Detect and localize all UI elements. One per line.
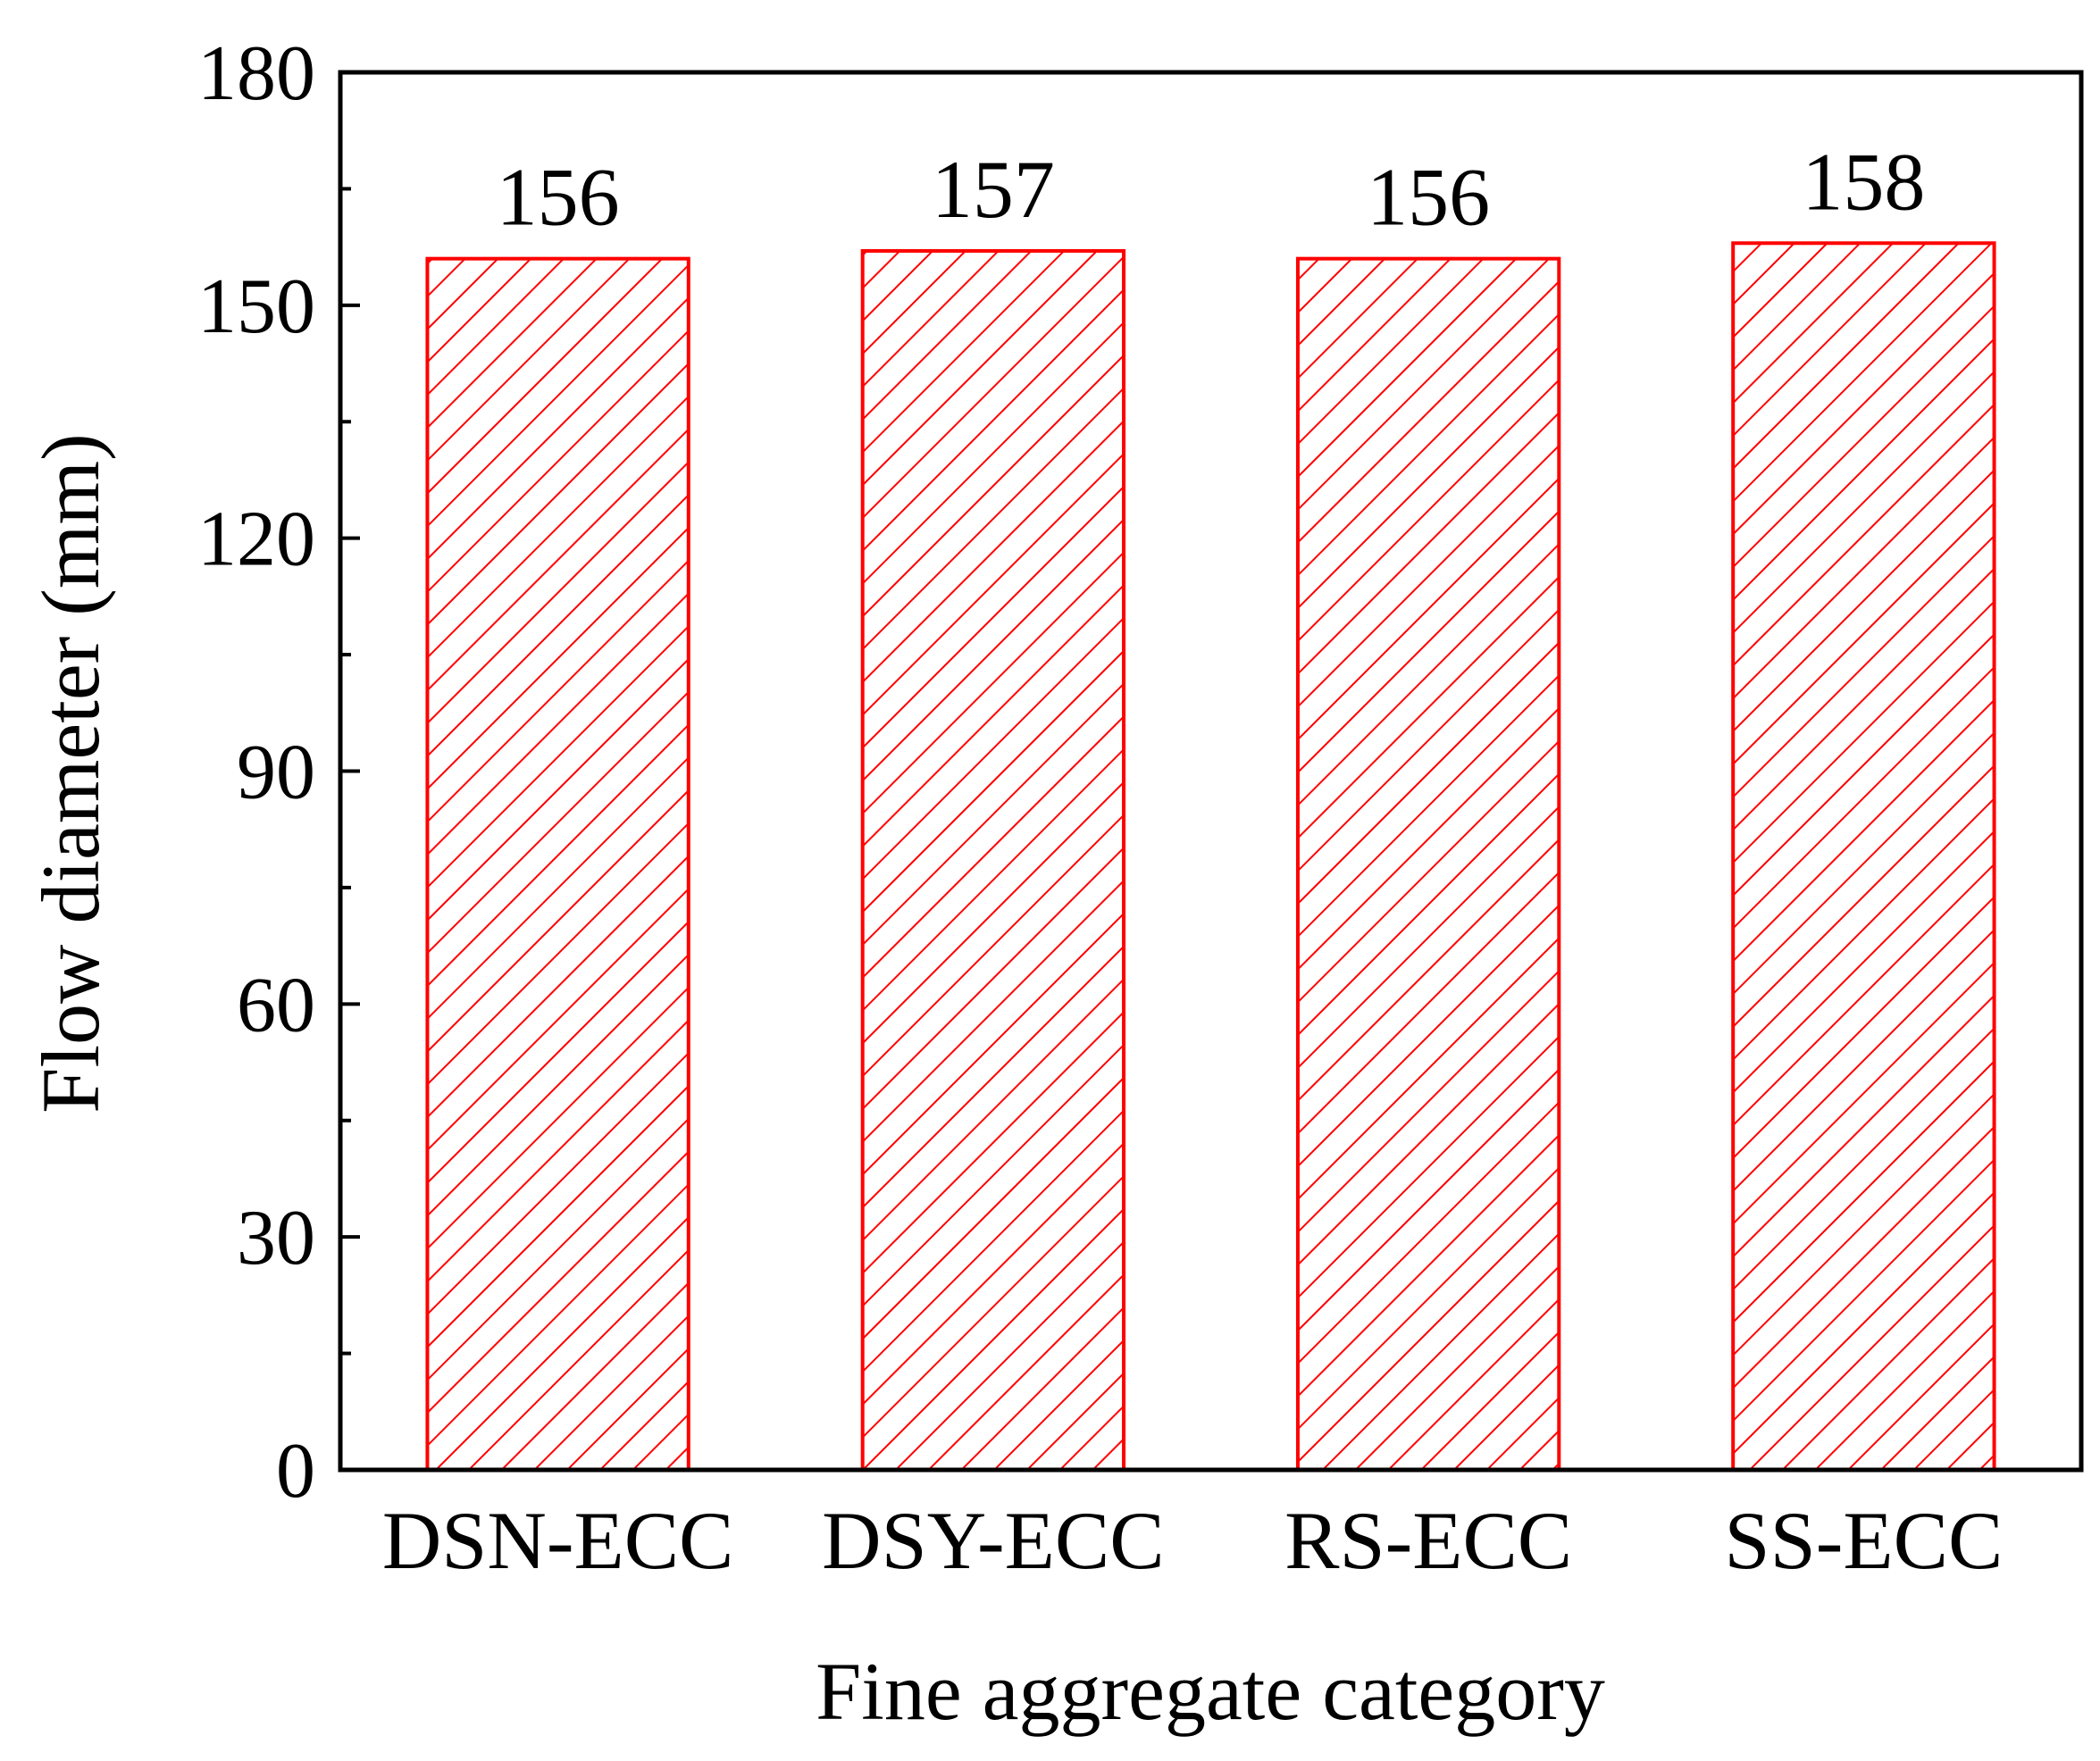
x-tick-label: SS-ECC: [1724, 1495, 2003, 1586]
x-axis-title: Fine aggregate category: [816, 1646, 1605, 1737]
y-axis-tick-labels: 0 30 60 90 120 150 180: [197, 30, 315, 1515]
bar-value-label: 157: [932, 144, 1055, 235]
y-axis-title: Flow diameter (mm): [25, 433, 116, 1113]
x-tick-label: DSY-ECC: [822, 1495, 1164, 1586]
y-tick-label: 90: [237, 730, 315, 816]
bar-rs-ecc: [1295, 256, 1561, 1473]
y-tick-label: 150: [197, 263, 315, 350]
x-axis-tick-labels: DSN-ECC DSY-ECC RS-ECC SS-ECC: [382, 1495, 2004, 1586]
x-tick-label: RS-ECC: [1284, 1495, 1572, 1586]
bars-group: [425, 241, 1996, 1473]
y-tick-label: 60: [237, 962, 315, 1048]
plot-frame: [338, 70, 2084, 1473]
bar-value-label: 158: [1802, 136, 1925, 227]
x-tick-label: DSN-ECC: [382, 1495, 734, 1586]
y-tick-label: 120: [197, 497, 315, 583]
y-tick-label: 30: [237, 1195, 315, 1281]
y-axis-ticks: [340, 71, 360, 1472]
bar-ss-ecc: [1731, 241, 1996, 1472]
bar-dsy-ecc: [860, 248, 1126, 1473]
y-tick-label: 180: [197, 30, 315, 117]
bar-value-label: 156: [1367, 152, 1490, 243]
bar-dsn-ecc: [425, 256, 690, 1473]
y-tick-label: 0: [276, 1428, 315, 1515]
bar-value-label: 156: [497, 152, 620, 243]
bar-labels-group: 156 157 156 158: [497, 136, 1926, 242]
